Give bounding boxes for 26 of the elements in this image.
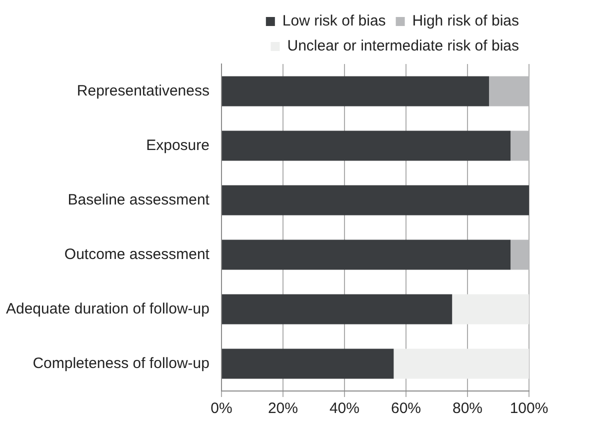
y-tick-label: Exposure xyxy=(146,136,210,154)
legend-label: Low risk of bias xyxy=(282,12,386,30)
x-tick-label: 0% xyxy=(210,400,232,418)
y-tick-label: Outcome assessment xyxy=(64,246,210,263)
bar xyxy=(489,76,529,106)
bar xyxy=(222,348,394,379)
y-tick-label: Adequate duration of follow-up xyxy=(6,300,210,318)
bar xyxy=(222,130,511,161)
y-tick-label: Completeness of follow-up xyxy=(32,354,210,372)
x-tick-label: 20% xyxy=(268,400,298,418)
x-tick-label: 80% xyxy=(452,400,483,418)
y-tick-label: Baseline assessment xyxy=(68,191,210,208)
bar xyxy=(222,294,452,324)
bar xyxy=(452,294,529,324)
bar xyxy=(510,130,529,161)
x-tick-label: 40% xyxy=(329,400,360,418)
bar xyxy=(222,240,511,270)
bar xyxy=(510,240,529,270)
bar xyxy=(394,348,529,379)
y-tick-label: Representativeness xyxy=(76,82,210,100)
x-tick-label: 60% xyxy=(390,400,422,418)
legend-label: Unclear or intermediate risk of bias xyxy=(287,38,520,55)
bar xyxy=(222,185,529,216)
bar xyxy=(222,76,490,106)
legend-label: High risk of bias xyxy=(412,12,520,30)
x-tick-label: 100% xyxy=(510,400,548,418)
